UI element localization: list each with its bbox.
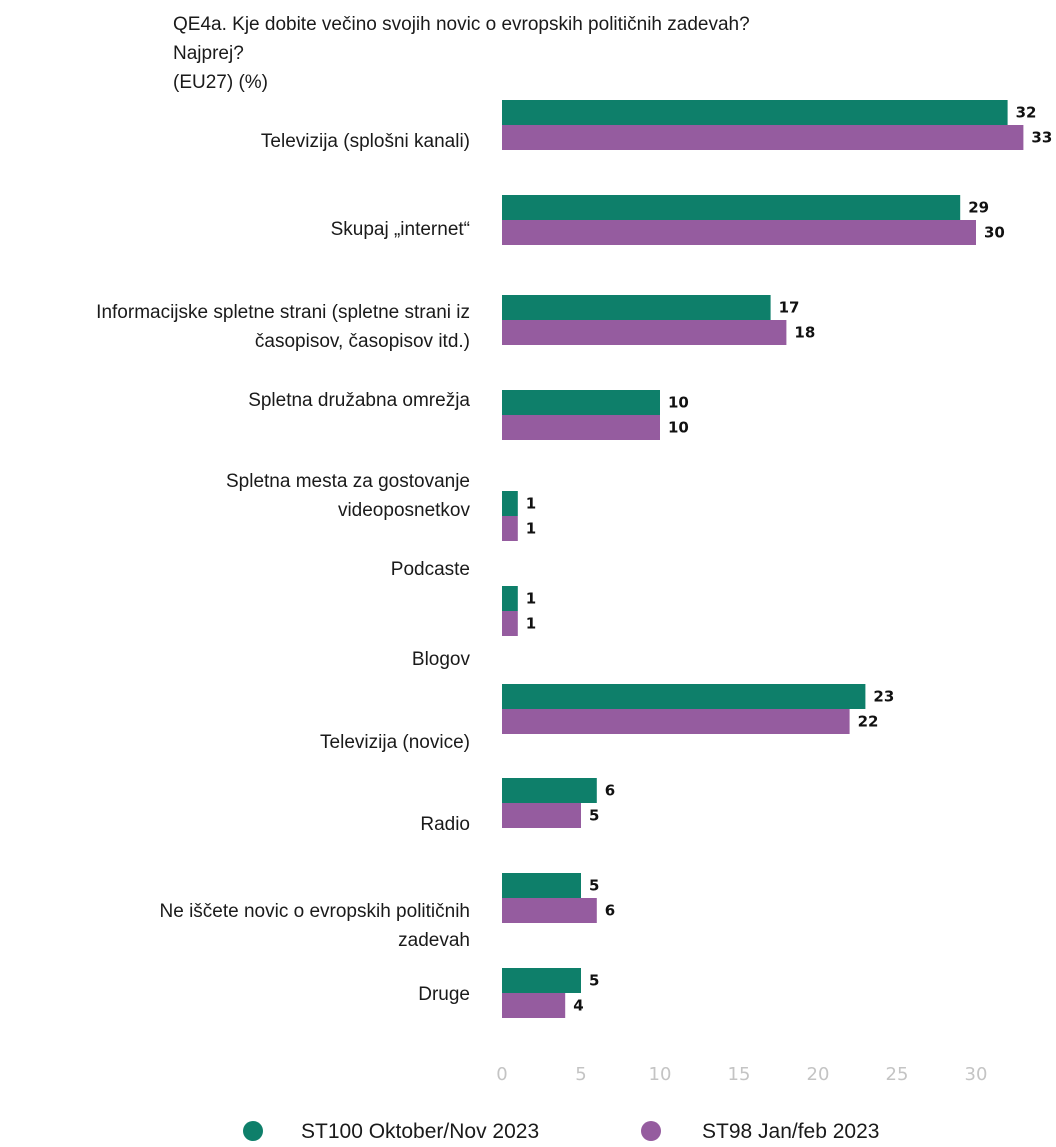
value-label: 4: [573, 997, 583, 1015]
value-label: 23: [873, 688, 894, 706]
x-tick-label: 25: [886, 1064, 909, 1085]
bar-series-1: [502, 491, 518, 516]
value-label: 5: [589, 972, 599, 990]
value-label: 18: [794, 324, 815, 342]
category-label: Blogov: [412, 649, 471, 670]
category-label: Televizija (novice): [320, 732, 470, 753]
bar-series-2: [502, 611, 518, 636]
x-tick-label: 10: [649, 1064, 672, 1085]
chart-title-line-3: (EU27) (%): [173, 72, 268, 93]
category-labels: Televizija (splošni kanali) Skupaj „inter…: [96, 131, 470, 1005]
x-axis-ticks: 0 5 10 15 20 25 30: [496, 1064, 987, 1085]
bar-series-2: [502, 803, 581, 828]
bar-series-1: [502, 195, 961, 220]
chart-title: QE4a. Kje dobite večino svojih novic o e…: [173, 14, 750, 93]
category-label: Skupaj „internet“: [331, 219, 470, 240]
value-label: 10: [668, 394, 689, 412]
value-label: 29: [968, 199, 989, 217]
value-label: 17: [779, 299, 800, 317]
category-label: Televizija (splošni kanali): [261, 131, 470, 152]
value-label: 30: [984, 224, 1005, 242]
category-label: Spletna mesta za gostovanje: [226, 471, 470, 492]
category-label: Podcaste: [391, 559, 470, 580]
legend-marker-series-1: [243, 1121, 263, 1141]
value-label: 1: [526, 520, 536, 538]
category-label: Druge: [418, 984, 470, 1005]
bar-series-2: [502, 415, 660, 440]
value-label: 33: [1031, 129, 1052, 147]
value-label: 6: [605, 782, 615, 800]
legend: ST100 Oktober/Nov 2023 ST98 Jan/feb 2023: [243, 1120, 879, 1143]
category-label: Radio: [420, 814, 470, 835]
chart-title-line-1: QE4a. Kje dobite večino svojih novic o e…: [173, 14, 750, 35]
value-label: 6: [605, 902, 615, 920]
chart-title-line-2: Najprej?: [173, 43, 244, 64]
category-label: zadevah: [398, 930, 470, 951]
legend-label-series-1: ST100 Oktober/Nov 2023: [301, 1120, 539, 1143]
bar-series-2: [502, 220, 976, 245]
bar-series-1: [502, 684, 866, 709]
bar-series-2: [502, 125, 1024, 150]
category-label: Spletna družabna omrežja: [248, 390, 470, 411]
bar-series-1: [502, 873, 581, 898]
legend-label-series-2: ST98 Jan/feb 2023: [702, 1120, 879, 1143]
value-label: 1: [526, 495, 536, 513]
category-label: Informacijske spletne strani (spletne st…: [96, 302, 470, 323]
value-label: 1: [526, 615, 536, 633]
bars: [502, 100, 1024, 1018]
bar-series-1: [502, 586, 518, 611]
bar-series-2: [502, 320, 787, 345]
bar-series-2: [502, 516, 518, 541]
value-label: 1: [526, 590, 536, 608]
legend-marker-series-2: [641, 1121, 661, 1141]
category-label: videoposnetkov: [338, 500, 471, 521]
value-label: 22: [858, 713, 879, 731]
bar-series-1: [502, 100, 1008, 125]
bar-series-2: [502, 898, 597, 923]
x-tick-label: 0: [496, 1064, 507, 1085]
category-label: Ne iščete novic o evropskih političnih: [160, 901, 471, 922]
x-tick-label: 20: [807, 1064, 830, 1085]
value-label: 32: [1016, 104, 1037, 122]
bar-series-1: [502, 295, 771, 320]
category-label: časopisov, časopisov itd.): [255, 331, 470, 352]
bar-series-1: [502, 390, 660, 415]
bar-series-2: [502, 993, 566, 1018]
value-label: 5: [589, 807, 599, 825]
bar-series-1: [502, 778, 597, 803]
x-tick-label: 30: [965, 1064, 988, 1085]
bar-series-2: [502, 709, 850, 734]
x-tick-label: 5: [575, 1064, 586, 1085]
value-label: 10: [668, 419, 689, 437]
value-label: 5: [589, 877, 599, 895]
bar-series-1: [502, 968, 581, 993]
x-tick-label: 15: [728, 1064, 751, 1085]
